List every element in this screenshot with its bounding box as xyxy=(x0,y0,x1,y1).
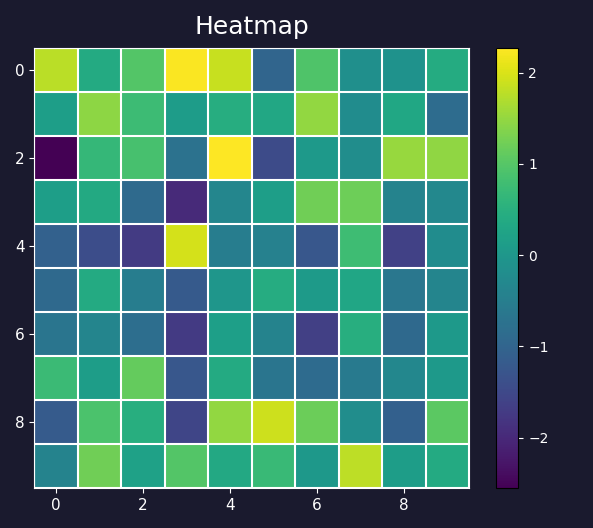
Title: Heatmap: Heatmap xyxy=(195,15,310,39)
